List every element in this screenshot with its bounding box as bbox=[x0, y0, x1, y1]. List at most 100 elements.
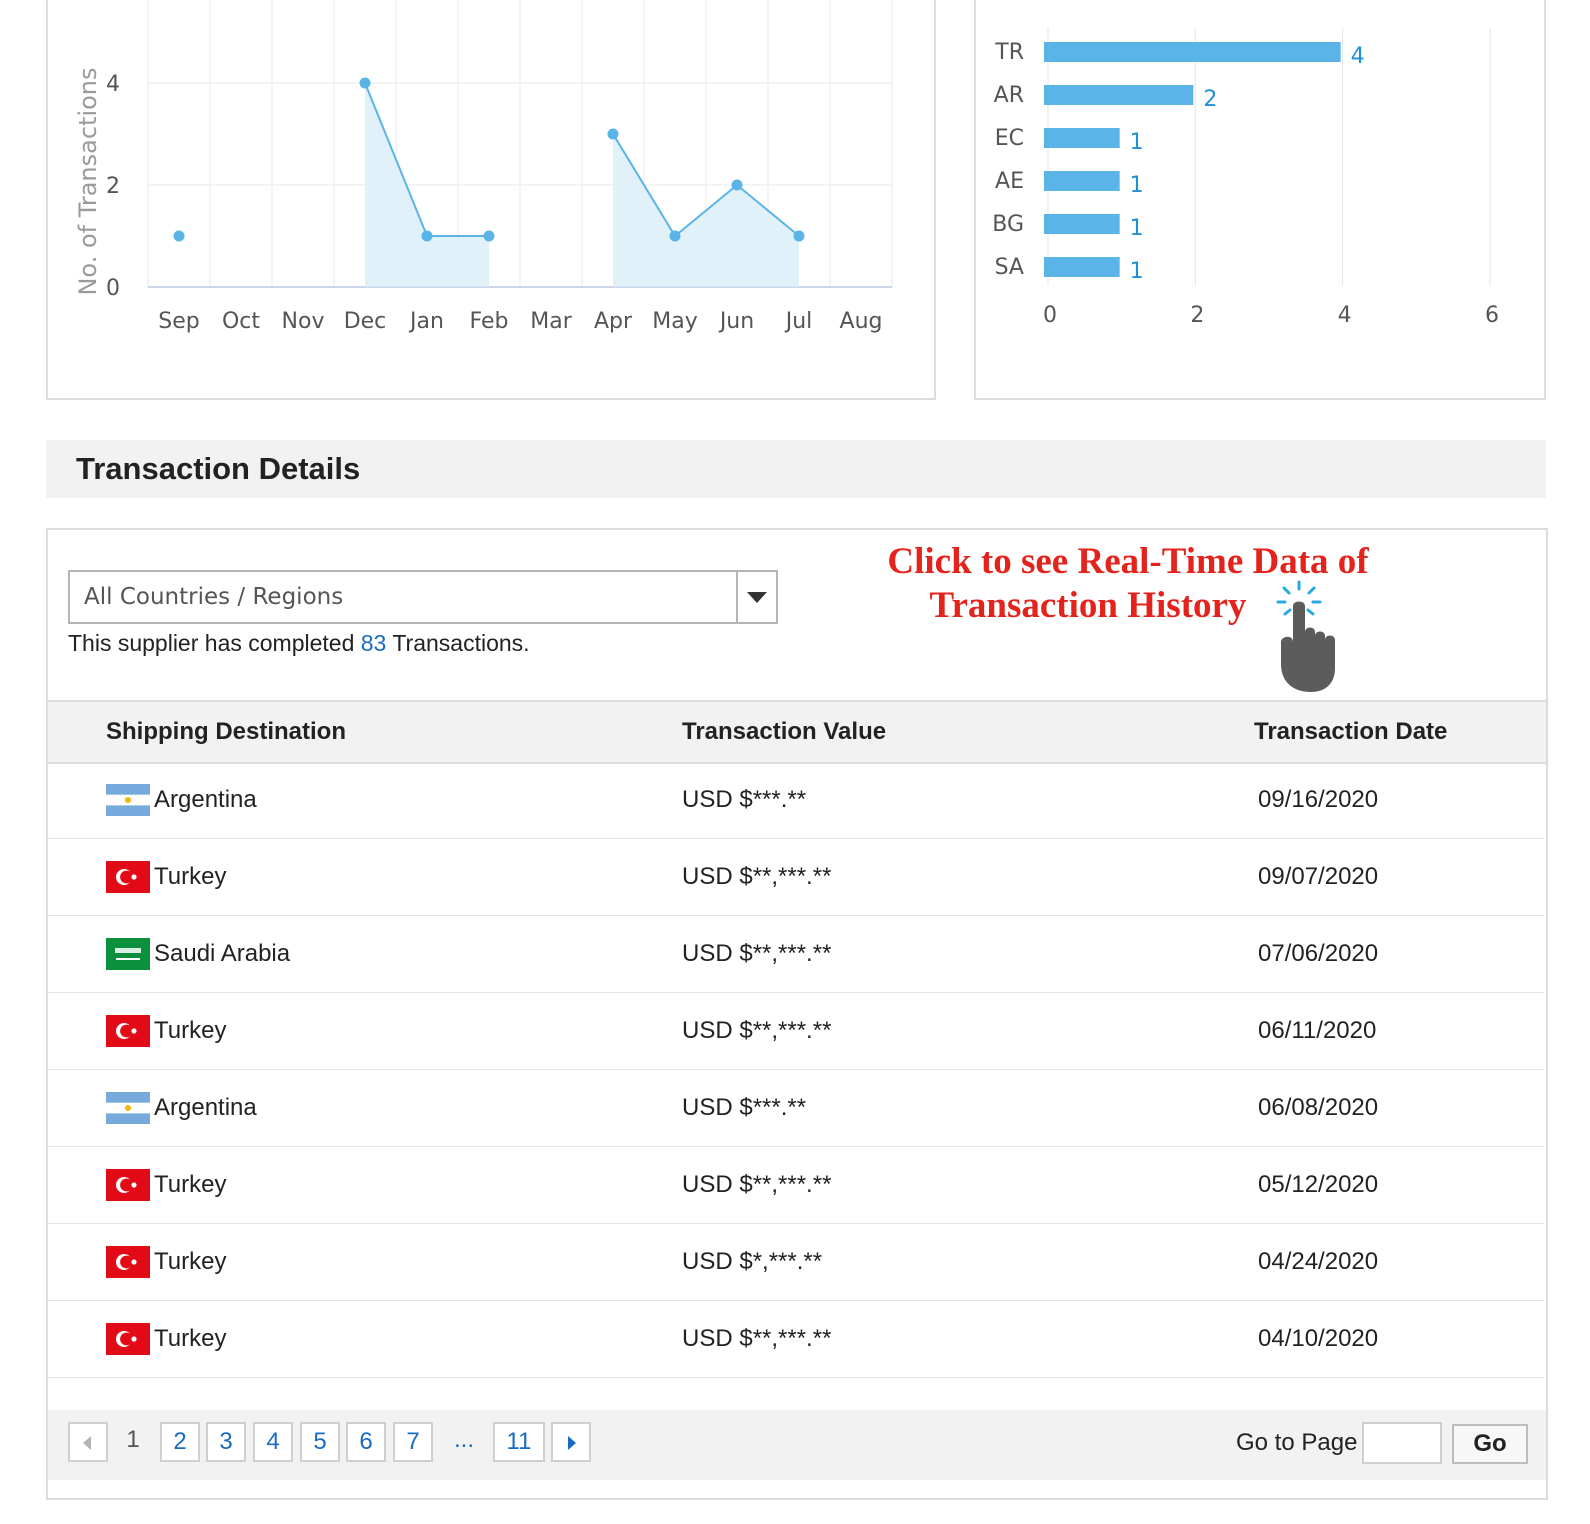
column-header-destination: Shipping Destination bbox=[106, 718, 346, 745]
page-button[interactable]: 2 bbox=[160, 1422, 200, 1462]
x-tick-label: Nov bbox=[282, 309, 325, 334]
x-tick-label: May bbox=[652, 309, 697, 334]
page-button[interactable]: 4 bbox=[253, 1422, 293, 1462]
page-button[interactable]: 5 bbox=[300, 1422, 340, 1462]
pointing-hand-icon[interactable] bbox=[1273, 576, 1373, 696]
summary-prefix: This supplier has completed bbox=[68, 630, 361, 656]
value-cell: USD $**,***.** bbox=[682, 940, 832, 967]
bar bbox=[1044, 85, 1194, 105]
caret-down-icon[interactable] bbox=[736, 572, 776, 622]
x-tick-label: Apr bbox=[594, 309, 633, 334]
x-tick-label: 2 bbox=[1190, 303, 1204, 328]
value-cell: USD $**,***.** bbox=[682, 1017, 832, 1044]
summary-suffix: Transactions. bbox=[386, 630, 530, 656]
x-tick-label: 0 bbox=[1043, 303, 1057, 328]
table-row: Saudi Arabia USD $**,***.** 07/06/2020 bbox=[48, 916, 1544, 993]
value-cell: USD $**,***.** bbox=[682, 1325, 832, 1352]
y-tick-label: 4 bbox=[106, 72, 120, 97]
go-button[interactable]: Go bbox=[1452, 1424, 1528, 1464]
page-button[interactable]: 3 bbox=[206, 1422, 246, 1462]
data-point bbox=[421, 230, 433, 242]
destination-cell: Argentina bbox=[154, 786, 257, 813]
date-cell: 04/10/2020 bbox=[1258, 1325, 1379, 1352]
page-ellipsis: ... bbox=[453, 1426, 474, 1453]
table-row: Turkey USD $**,***.** 04/10/2020 bbox=[48, 1301, 1544, 1378]
last-page-button[interactable]: 11 bbox=[493, 1422, 545, 1462]
transaction-details-panel: All Countries / Regions This supplier ha… bbox=[46, 528, 1548, 1500]
bar bbox=[1044, 128, 1120, 148]
pagination: 1 2 3 4 5 6 7 ... 11 Go to Page Go bbox=[48, 1410, 1546, 1480]
turkey-flag-icon bbox=[106, 1169, 150, 1201]
chevron-left-icon[interactable] bbox=[68, 1422, 108, 1462]
bar-data-label: 4 bbox=[1351, 44, 1365, 69]
y-axis-title: No. of Transactions bbox=[74, 67, 102, 295]
x-tick-label: 4 bbox=[1338, 303, 1352, 328]
date-cell: 04/24/2020 bbox=[1258, 1248, 1379, 1275]
country-bar-chart: 0 2 4 6 TR 4 AR 2 EC 1 AE 1 BG 1 SA 1 bbox=[992, 28, 1499, 328]
promo-line-2: Transaction History bbox=[929, 585, 1247, 626]
argentina-flag-icon bbox=[106, 784, 150, 816]
x-tick-label: Feb bbox=[470, 309, 509, 334]
column-header-value: Transaction Value bbox=[682, 718, 887, 745]
y-tick-label: 0 bbox=[106, 276, 120, 301]
section-title: Transaction Details bbox=[46, 440, 1546, 498]
table-row: Turkey USD $**,***.** 09/07/2020 bbox=[48, 839, 1544, 916]
country-bar-chart-panel: 0 2 4 6 TR 4 AR 2 EC 1 AE 1 BG 1 SA 1 bbox=[974, 0, 1546, 400]
table-row: Argentina USD $***.** 06/08/2020 bbox=[48, 1070, 1544, 1147]
region-filter-value: All Countries / Regions bbox=[84, 584, 344, 610]
bar bbox=[1044, 42, 1341, 62]
category-label: AE bbox=[995, 169, 1024, 194]
data-point bbox=[607, 128, 619, 140]
promo-line-1: Click to see Real-Time Data of bbox=[887, 541, 1369, 582]
data-point bbox=[173, 230, 185, 242]
destination-cell: Turkey bbox=[154, 863, 227, 890]
transactions-line-chart: 0 2 4No. of Transactions Sep Oct Nov Dec Jan Feb… bbox=[74, 0, 893, 334]
destination-cell: Turkey bbox=[154, 1171, 227, 1198]
x-tick-label: Jun bbox=[718, 309, 754, 334]
column-header-date: Transaction Date bbox=[1254, 718, 1448, 745]
x-tick-label: Dec bbox=[344, 309, 387, 334]
x-tick-label: Oct bbox=[222, 309, 260, 334]
page-button[interactable]: 6 bbox=[346, 1422, 386, 1462]
x-tick-label: Sep bbox=[158, 309, 199, 334]
data-point bbox=[359, 77, 371, 89]
transaction-count-link[interactable]: 83 bbox=[360, 630, 387, 656]
x-tick-label: Aug bbox=[840, 309, 883, 334]
value-cell: USD $**,***.** bbox=[682, 1171, 832, 1198]
page-button[interactable]: 7 bbox=[393, 1422, 433, 1462]
series-line bbox=[612, 133, 800, 238]
go-to-page-input[interactable] bbox=[1362, 1422, 1442, 1464]
chevron-right-icon[interactable] bbox=[551, 1422, 591, 1462]
turkey-flag-icon bbox=[106, 1015, 150, 1047]
value-cell: USD $*,***.** bbox=[682, 1248, 823, 1275]
go-to-page-label: Go to Page bbox=[1236, 1429, 1358, 1456]
saudi-arabia-flag-icon bbox=[106, 938, 150, 970]
date-cell: 07/06/2020 bbox=[1258, 940, 1379, 967]
category-label: SA bbox=[995, 255, 1024, 280]
real-time-data-promo-link[interactable]: Click to see Real-Time Data of Transacti… bbox=[848, 540, 1408, 628]
bar-data-label: 2 bbox=[1203, 87, 1217, 112]
destination-cell: Saudi Arabia bbox=[154, 940, 291, 967]
current-page: 1 bbox=[126, 1426, 140, 1453]
bar-data-label: 1 bbox=[1130, 259, 1144, 284]
bar-data-label: 1 bbox=[1130, 216, 1144, 241]
date-cell: 09/16/2020 bbox=[1258, 786, 1379, 813]
region-filter-dropdown[interactable]: All Countries / Regions bbox=[68, 570, 778, 624]
x-tick-label: Jul bbox=[784, 309, 813, 334]
bar bbox=[1044, 214, 1120, 234]
value-cell: USD $***.** bbox=[682, 786, 807, 813]
x-tick-label: Mar bbox=[530, 309, 572, 334]
value-cell: USD $**,***.** bbox=[682, 863, 832, 890]
table-header: Shipping Destination Transaction Value T… bbox=[48, 700, 1546, 764]
x-tick-label: 6 bbox=[1485, 303, 1499, 328]
bar-data-label: 1 bbox=[1130, 173, 1144, 198]
data-point bbox=[669, 230, 681, 242]
date-cell: 09/07/2020 bbox=[1258, 863, 1379, 890]
data-point bbox=[731, 179, 743, 191]
destination-cell: Turkey bbox=[154, 1248, 227, 1275]
transaction-summary: This supplier has completed 83 Transacti… bbox=[68, 630, 530, 657]
bar bbox=[1044, 257, 1120, 277]
category-label: EC bbox=[995, 126, 1024, 151]
x-tick-label: Jan bbox=[408, 309, 444, 334]
bar-data-label: 1 bbox=[1130, 130, 1144, 155]
